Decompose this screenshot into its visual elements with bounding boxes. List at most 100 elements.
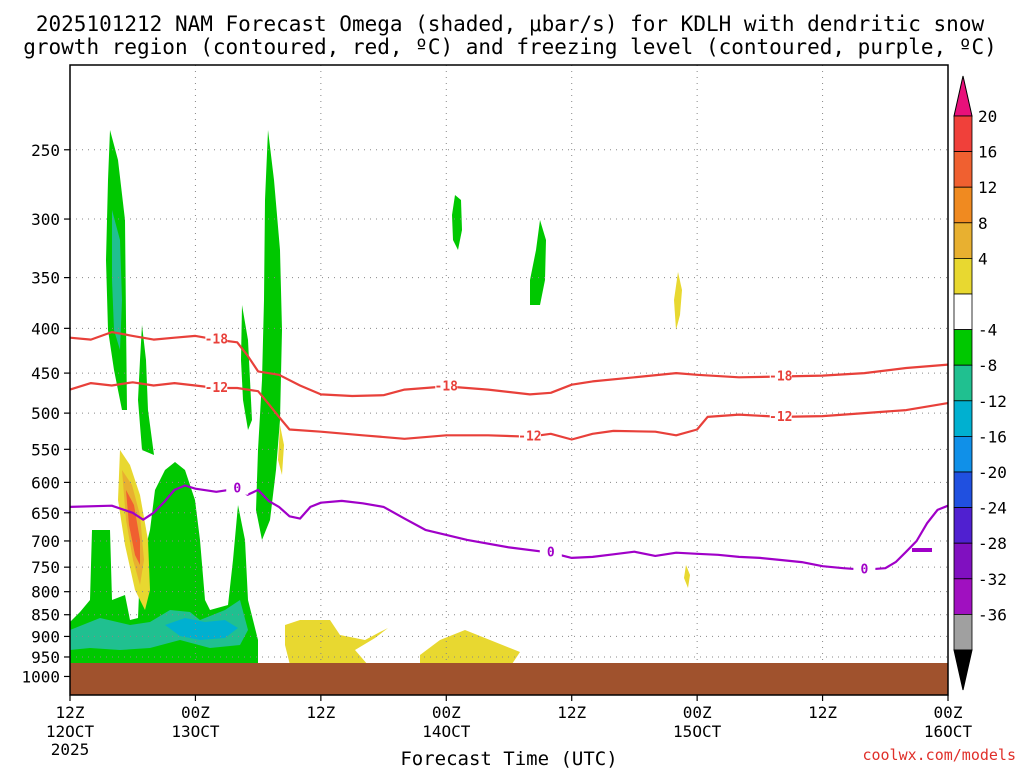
colorbar-label-13: -36 bbox=[978, 605, 1007, 624]
y-tick-label-800: 800 bbox=[31, 583, 60, 602]
y-tick-label-700: 700 bbox=[31, 532, 60, 551]
omega-region-lowlevel-green bbox=[70, 462, 258, 665]
contour-label-bg-dgz-lower-0 bbox=[205, 379, 228, 394]
y-tick-label-400: 400 bbox=[31, 319, 60, 338]
y-tick-label-250: 250 bbox=[31, 141, 60, 160]
colorbar-label-8: -16 bbox=[978, 427, 1007, 446]
contour-dgz-lower bbox=[69, 381, 949, 441]
colorbar-bottom-arrow bbox=[953, 649, 973, 691]
y-tick-label-1000: 1000 bbox=[21, 667, 60, 686]
omega-positive-near-sfc-1 bbox=[285, 620, 388, 665]
y-tick-label-600: 600 bbox=[31, 473, 60, 492]
y-tick-label-450: 450 bbox=[31, 364, 60, 383]
contour-label-dgz-lower-2: -12 bbox=[769, 410, 792, 425]
omega-region-lowlevel-cyan bbox=[165, 618, 238, 640]
omega-cell-18z bbox=[530, 220, 546, 305]
omega-shading bbox=[70, 130, 932, 665]
x-tick-date-h36: 14OCT bbox=[422, 722, 471, 741]
colorbar-label-7: -12 bbox=[978, 392, 1007, 411]
omega-region-column-3 bbox=[241, 305, 252, 430]
y-tick-label-850: 850 bbox=[31, 606, 60, 625]
x-tick-date-h60: 15OCT bbox=[673, 722, 722, 741]
y-tick-label-550: 550 bbox=[31, 440, 60, 459]
colorbar-label-3: 8 bbox=[978, 214, 988, 233]
y-tick-label-500: 500 bbox=[31, 404, 60, 423]
colorbar-label-10: -24 bbox=[978, 499, 1007, 518]
omega-positive-cell-low bbox=[684, 565, 690, 588]
colorbar-swatch-12 bbox=[953, 542, 973, 580]
colorbar-swatch-6 bbox=[953, 329, 973, 366]
colorbar-swatch-7 bbox=[953, 364, 973, 402]
x-tick-date-h0: 12OCT bbox=[46, 722, 95, 741]
x-tick-date-h84: 16OCT bbox=[924, 722, 973, 741]
contour-label-dgz-lower-0: -12 bbox=[205, 381, 228, 396]
x-axis-label: Forecast Time (UTC) bbox=[400, 748, 617, 768]
contour-label-dgz-upper-1: -18 bbox=[435, 379, 459, 394]
contour-dgz-upper bbox=[69, 331, 949, 398]
colorbar-top-arrow bbox=[953, 75, 973, 117]
omega-positive-dgz-red bbox=[126, 490, 140, 565]
contour-label-bg-freezing-level-0 bbox=[226, 480, 249, 495]
colorbar-label-2: 12 bbox=[978, 178, 997, 197]
contour-label-freezing-level-2: 0 bbox=[860, 563, 868, 578]
x-tick-time-h60: 00Z bbox=[683, 703, 712, 722]
omega-positive-cell-upper bbox=[674, 272, 682, 330]
contour-label-bg-dgz-upper-0 bbox=[205, 331, 228, 346]
x-tick-time-h24: 12Z bbox=[306, 703, 335, 722]
omega-region-column-2 bbox=[138, 325, 154, 455]
freezing-level-fragment bbox=[912, 548, 932, 552]
colorbar-label-6: -8 bbox=[978, 356, 997, 375]
y-tick-label-300: 300 bbox=[31, 210, 60, 229]
contour-label-dgz-lower-1: -12 bbox=[518, 430, 541, 445]
y-axis-pressure: 250 300 350 400 450 500 550 600 650 700 750 800 850 9… bbox=[21, 141, 70, 686]
plot-frame bbox=[69, 64, 949, 696]
colorbar-label-5: -4 bbox=[978, 321, 997, 340]
y-tick-label-950: 950 bbox=[31, 648, 60, 667]
contour-label-dgz-upper-2: -18 bbox=[769, 369, 793, 384]
contour-label-bg-dgz-upper-2 bbox=[769, 368, 792, 383]
omega-cell-14z bbox=[452, 195, 462, 250]
colorbar: 20 16 12 8 4 -4 -8 -12 -16 -20 -24 -28 -32 -36 bbox=[953, 75, 1007, 691]
contour-label-bg-freezing-level-1 bbox=[539, 544, 562, 559]
colorbar-swatch-11 bbox=[953, 507, 973, 544]
colorbar-swatch-14 bbox=[953, 614, 973, 651]
chart-title-line-1: 2025101212 NAM Forecast Omega (shaded, μ… bbox=[36, 12, 985, 36]
contour-label-bg-freezing-level-2 bbox=[853, 561, 876, 576]
plot-area: -18 -18 -18 -12 -12 -12 0 0 0 bbox=[69, 64, 949, 696]
contour-label-bg-dgz-upper-1 bbox=[435, 378, 458, 393]
colorbar-label-12: -32 bbox=[978, 570, 1007, 589]
omega-region-column-4 bbox=[256, 130, 282, 540]
colorbar-swatch-9 bbox=[953, 435, 973, 473]
y-tick-label-750: 750 bbox=[31, 558, 60, 577]
colorbar-swatch-8 bbox=[953, 400, 973, 437]
x-tick-date-h12: 13OCT bbox=[171, 722, 220, 741]
colorbar-label-11: -28 bbox=[978, 534, 1007, 553]
x-tick-time-h72: 12Z bbox=[808, 703, 837, 722]
terrain-surface bbox=[70, 663, 948, 695]
y-tick-label-650: 650 bbox=[31, 504, 60, 523]
omega-positive-cell-mid bbox=[278, 425, 284, 475]
omega-region-column-1-teal bbox=[112, 210, 122, 350]
y-tick-label-350: 350 bbox=[31, 269, 60, 288]
contour-lines: -18 -18 -18 -12 -12 -12 0 0 0 bbox=[69, 331, 949, 578]
x-tick-time-h36: 00Z bbox=[432, 703, 461, 722]
credit-link[interactable]: coolwx.com/models bbox=[862, 746, 1016, 764]
contour-label-freezing-level-1: 0 bbox=[547, 546, 555, 561]
colorbar-swatch-0 bbox=[953, 115, 973, 152]
colorbar-label-1: 16 bbox=[978, 143, 997, 162]
contour-label-bg-dgz-lower-2 bbox=[769, 408, 792, 423]
colorbar-label-4: 4 bbox=[978, 249, 988, 268]
omega-positive-near-sfc-2 bbox=[420, 630, 520, 664]
chart-title-line-2: growth region (contoured, red, ºC) and f… bbox=[23, 35, 997, 59]
x-tick-time-h84: 00Z bbox=[934, 703, 963, 722]
contour-label-freezing-level-0: 0 bbox=[233, 482, 241, 497]
contour-freezing-level bbox=[69, 484, 949, 571]
colorbar-swatch-10 bbox=[953, 471, 973, 508]
x-tick-time-h0: 12Z bbox=[56, 703, 85, 722]
colorbar-swatch-13 bbox=[953, 578, 973, 615]
colorbar-label-9: -20 bbox=[978, 463, 1007, 482]
colorbar-swatch-5 bbox=[953, 293, 973, 330]
colorbar-swatch-2 bbox=[953, 186, 973, 224]
